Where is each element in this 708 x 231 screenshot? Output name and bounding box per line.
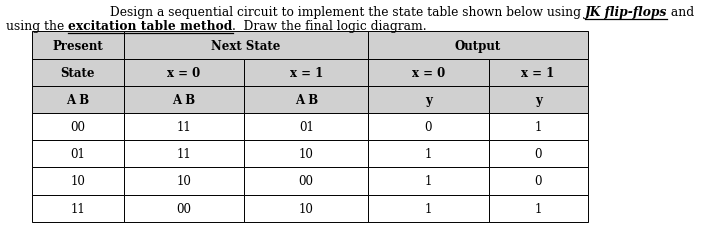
Text: and: and xyxy=(667,6,695,19)
Text: 11: 11 xyxy=(177,121,191,134)
Text: y: y xyxy=(535,94,542,106)
Bar xyxy=(489,168,588,195)
Text: x = 1: x = 1 xyxy=(290,67,323,79)
Text: 0: 0 xyxy=(425,121,432,134)
Bar xyxy=(244,59,368,86)
Text: 1: 1 xyxy=(425,175,432,188)
Text: 01: 01 xyxy=(299,121,314,134)
Bar xyxy=(124,32,368,59)
Text: 0: 0 xyxy=(535,175,542,188)
Text: Next State: Next State xyxy=(212,40,280,52)
Text: 10: 10 xyxy=(299,148,314,161)
Bar xyxy=(244,195,368,222)
Bar xyxy=(368,141,489,168)
Text: 10: 10 xyxy=(70,175,86,188)
Text: A B: A B xyxy=(173,94,195,106)
Bar xyxy=(368,195,489,222)
Bar xyxy=(489,86,588,113)
Text: 1: 1 xyxy=(425,202,432,215)
Text: A B: A B xyxy=(295,94,318,106)
Bar xyxy=(32,32,124,59)
Bar xyxy=(244,113,368,141)
Text: Design a sequential circuit to implement the state table shown below using: Design a sequential circuit to implement… xyxy=(110,6,585,19)
Text: 00: 00 xyxy=(70,121,86,134)
Bar xyxy=(124,141,244,168)
Bar xyxy=(368,32,588,59)
Bar xyxy=(368,113,489,141)
Text: A B: A B xyxy=(67,94,89,106)
Bar xyxy=(124,86,244,113)
Text: 1: 1 xyxy=(535,121,542,134)
Bar xyxy=(32,141,124,168)
Text: using the: using the xyxy=(6,20,68,33)
Bar xyxy=(124,195,244,222)
Bar xyxy=(124,59,244,86)
Bar xyxy=(244,86,368,113)
Text: State: State xyxy=(61,67,95,79)
Text: 0: 0 xyxy=(535,148,542,161)
Text: y: y xyxy=(425,94,432,106)
Bar xyxy=(368,86,489,113)
Bar xyxy=(489,141,588,168)
Bar xyxy=(368,59,489,86)
Text: 10: 10 xyxy=(176,175,192,188)
Text: 00: 00 xyxy=(299,175,314,188)
Bar xyxy=(489,113,588,141)
Text: x = 0: x = 0 xyxy=(412,67,445,79)
Bar xyxy=(32,59,124,86)
Bar xyxy=(32,195,124,222)
Bar xyxy=(124,113,244,141)
Bar xyxy=(489,59,588,86)
Text: 1: 1 xyxy=(535,202,542,215)
Bar xyxy=(489,195,588,222)
Text: 00: 00 xyxy=(176,202,192,215)
Text: Output: Output xyxy=(455,40,501,52)
Text: 11: 11 xyxy=(177,148,191,161)
Text: .  Draw the final logic diagram.: . Draw the final logic diagram. xyxy=(232,20,427,33)
Text: 10: 10 xyxy=(299,202,314,215)
Text: JK flip-flops: JK flip-flops xyxy=(585,6,667,19)
Bar xyxy=(124,168,244,195)
Bar xyxy=(244,168,368,195)
Text: excitation table method: excitation table method xyxy=(68,20,232,33)
Text: 11: 11 xyxy=(71,202,85,215)
Text: x = 0: x = 0 xyxy=(168,67,200,79)
Bar xyxy=(32,168,124,195)
Text: 1: 1 xyxy=(425,148,432,161)
Text: 01: 01 xyxy=(70,148,86,161)
Bar xyxy=(368,168,489,195)
Bar xyxy=(32,86,124,113)
Text: Present: Present xyxy=(52,40,103,52)
Bar xyxy=(244,141,368,168)
Bar xyxy=(32,113,124,141)
Text: x = 1: x = 1 xyxy=(522,67,554,79)
